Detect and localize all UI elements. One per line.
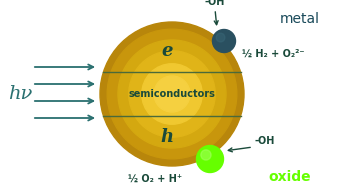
Circle shape bbox=[142, 64, 202, 124]
Circle shape bbox=[107, 29, 237, 159]
Text: -OH: -OH bbox=[255, 136, 275, 146]
Text: h: h bbox=[160, 128, 173, 146]
Circle shape bbox=[216, 33, 225, 42]
Text: metal: metal bbox=[280, 12, 320, 26]
Text: ½ O₂ + H⁺: ½ O₂ + H⁺ bbox=[128, 174, 182, 184]
Circle shape bbox=[212, 29, 236, 53]
Text: ½ H₂ + O₂²⁻: ½ H₂ + O₂²⁻ bbox=[242, 49, 304, 59]
Circle shape bbox=[197, 146, 224, 173]
Text: hν: hν bbox=[8, 85, 32, 103]
Text: semiconductors: semiconductors bbox=[129, 89, 215, 99]
Circle shape bbox=[100, 22, 244, 166]
Text: -OH: -OH bbox=[205, 0, 225, 7]
Text: e: e bbox=[161, 42, 173, 60]
Circle shape bbox=[154, 76, 190, 112]
Text: oxide: oxide bbox=[268, 170, 311, 184]
Circle shape bbox=[118, 40, 226, 148]
Circle shape bbox=[201, 150, 211, 160]
Circle shape bbox=[129, 51, 215, 137]
